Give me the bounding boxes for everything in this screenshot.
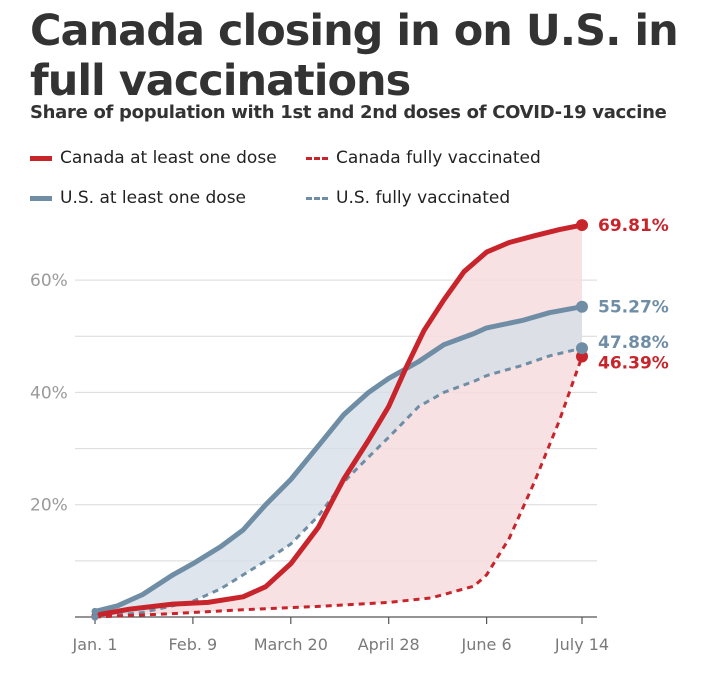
x-tick-label: Jan. 1	[71, 635, 117, 654]
legend-item-canada-one-dose: Canada at least one dose	[30, 148, 277, 168]
legend-label: U.S. fully vaccinated	[336, 188, 511, 208]
series-end-point	[576, 342, 588, 355]
legend-swatch	[306, 196, 328, 200]
x-tick-label: March 20	[254, 635, 328, 654]
legend-item-canada-fully: Canada fully vaccinated	[306, 148, 541, 168]
legend: Canada at least one dose Canada fully va…	[30, 148, 690, 228]
chart-subtitle: Share of population with 1st and 2nd dos…	[30, 102, 667, 123]
chart-title: Canada closing in on U.S. in full vaccin…	[30, 6, 679, 106]
us-gap-area	[95, 306, 582, 617]
end-value-label: 69.81%	[598, 216, 669, 236]
x-tick-label: Feb. 9	[169, 635, 218, 654]
series-line-us-fully	[94, 346, 583, 619]
x-tick-label: June 6	[461, 635, 512, 654]
series-end-point	[576, 350, 588, 363]
legend-item-us-fully: U.S. fully vaccinated	[306, 188, 510, 208]
end-value-label: 55.27%	[598, 298, 669, 318]
x-tick-label: July 14	[554, 635, 609, 654]
legend-swatch	[306, 156, 328, 160]
x-tick-label: April 28	[358, 635, 420, 654]
legend-swatch	[30, 195, 52, 201]
legend-item-us-one-dose: U.S. at least one dose	[30, 188, 246, 208]
y-tick-label: 60%	[30, 271, 68, 291]
series-line-canada-fully	[94, 356, 584, 619]
series-line-us-one-dose	[92, 304, 585, 614]
end-value-label: 47.88%	[598, 333, 669, 353]
series-line-canada-one-dose	[92, 222, 585, 618]
legend-label: Canada fully vaccinated	[336, 148, 541, 168]
end-value-label: 46.39%	[598, 354, 669, 374]
series-start-point	[91, 607, 99, 615]
legend-label: U.S. at least one dose	[60, 188, 247, 208]
y-tick-label: 20%	[30, 496, 68, 516]
canada-gap-area	[95, 225, 582, 617]
series-end-point	[576, 300, 588, 313]
y-tick-label: 40%	[30, 383, 68, 403]
legend-swatch	[30, 155, 52, 161]
series-start-point	[91, 613, 99, 621]
series-end-point	[576, 219, 588, 232]
legend-label: Canada at least one dose	[60, 148, 277, 168]
